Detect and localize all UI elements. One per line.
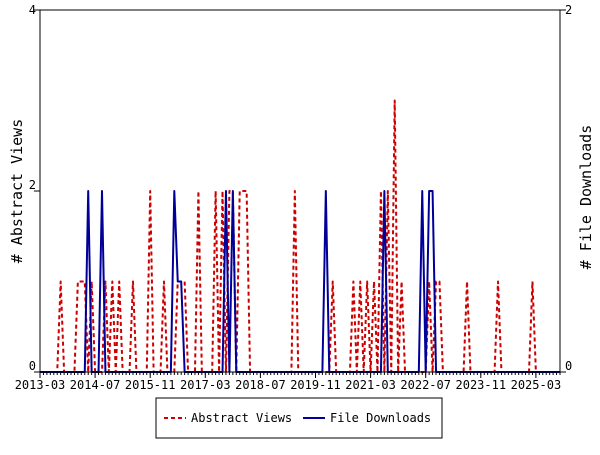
series-layer (40, 99, 560, 373)
series-line-file-downloads (40, 190, 560, 373)
y-left-tick-label: 2 (29, 178, 36, 192)
y-left-tick-label: 4 (29, 3, 36, 17)
x-tick-label: 2021-03 (345, 378, 396, 392)
legend-label-abstract-views: Abstract Views (191, 411, 292, 425)
y-right-tick-label: 0 (565, 359, 572, 373)
x-tick-label: 2015-11 (125, 378, 176, 392)
legend-box (155, 397, 443, 439)
legend-label-file-downloads: File Downloads (330, 411, 431, 425)
legend: Abstract Views File Downloads (155, 397, 443, 439)
x-tick-label: 2025-03 (511, 378, 562, 392)
x-tick-label: 2018-07 (235, 378, 286, 392)
y-left-axis-title: # Abstract Views (8, 119, 26, 264)
x-tick-label: 2022-07 (400, 378, 451, 392)
x-tick-label: 2019-11 (290, 378, 341, 392)
series-line-abstract-views (40, 99, 560, 373)
label-layer: 2013-03 2014-07 2015-11 2017-03 2018-07 2019-… (15, 3, 573, 392)
tick-layer (34, 9, 566, 378)
x-tick-label: 2017-03 (180, 378, 231, 392)
y-right-axis-title: # File Downloads (577, 125, 595, 270)
y-right-tick-label: 2 (565, 3, 572, 17)
x-tick-label: 2014-07 (70, 378, 121, 392)
x-tick-label: 2013-03 (15, 378, 66, 392)
y-left-tick-label: 0 (29, 359, 36, 373)
x-tick-label: 2023-11 (456, 378, 507, 392)
